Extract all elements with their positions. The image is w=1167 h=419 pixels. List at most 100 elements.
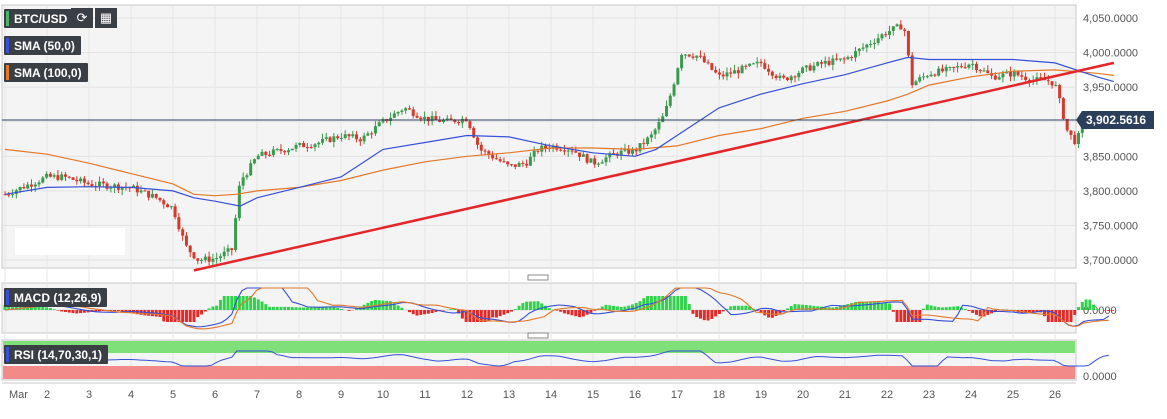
macd-bar [71,310,75,314]
candle-body [105,183,109,189]
macd-bar [268,306,272,310]
macd-label[interactable]: MACD (12,26,9) [4,288,108,307]
x-tick-label: 23 [923,389,935,401]
candle-body [453,119,457,123]
macd-bar [3,304,7,310]
macd-bar [978,310,982,317]
candle-body [120,187,124,190]
x-tick-label: 4 [128,389,134,401]
x-tick-label: 24 [965,389,977,401]
macd-bar [952,306,956,310]
candle-body [706,62,710,64]
candle-body [67,176,71,178]
macd-bar [812,305,816,310]
candle-body [1012,71,1016,77]
macd-bar [230,296,234,310]
candle-body [75,179,79,182]
candle-body [222,251,226,257]
macd-bar [888,303,892,310]
macd-bar [948,306,952,310]
candle-body [785,77,789,81]
macd-bar [1069,310,1073,322]
refresh-icon[interactable]: ⟳ [71,8,93,28]
macd-bar [294,307,298,310]
macd-bar [218,299,222,310]
macd-bar [309,307,313,310]
macd-bar [116,310,120,312]
candle-body [3,194,7,196]
candle-body [974,63,978,70]
candle-body [774,75,778,79]
candle-body [256,155,260,160]
candle-body [638,143,642,152]
macd-bar [967,310,971,312]
sma100-label[interactable]: SMA (100,0) [4,63,88,82]
candle-body [321,138,325,143]
candle-body [680,54,684,69]
candle-body [891,26,895,32]
macd-bar [56,310,60,311]
candle-body [290,148,294,151]
candle-body [612,153,616,155]
sma100-text: SMA (100,0) [14,65,82,80]
candle-body [506,161,510,165]
candle-body [166,204,170,208]
candle-body [147,190,151,198]
candle-body [26,184,30,189]
x-tick-label: 18 [713,389,725,401]
candle-body [468,121,472,128]
macd-bar [336,308,340,310]
x-tick-label: 6 [212,389,218,401]
symbol-label[interactable]: BTC/USD [4,9,74,28]
candle-body [1001,73,1005,78]
candle-body [740,65,744,74]
candle-body [751,63,755,65]
candle-body [143,190,147,192]
macd-bar [1077,307,1081,310]
candle-body [729,72,733,74]
candle-body [426,116,430,122]
macd-line [4,287,1110,328]
candle-body [770,71,774,76]
candle-body [925,76,929,78]
x-tick-label: 7 [254,389,260,401]
candle-body [551,145,555,149]
macd-bar [676,296,680,310]
candle-body [702,56,706,63]
macd-bar [797,304,801,310]
macd-bar [298,307,302,310]
candle-body [812,65,816,71]
candle-body [328,137,332,142]
y-tick-label: 3,750.0000 [1083,220,1138,232]
x-tick-label: 14 [545,389,557,401]
candle-body [695,55,699,58]
macd-bar [279,306,283,310]
macd-bar [691,310,695,314]
pane-splitter-macd [527,274,549,281]
candle-body [298,143,302,145]
macd-bar [184,310,188,322]
candle-body [630,149,634,154]
candle-body [56,175,60,180]
candle-body [109,187,113,189]
macd-bar [544,305,548,310]
macd-bar [215,305,219,310]
macd-bar [929,305,933,310]
macd-bar [846,304,850,310]
macd-bar [619,307,623,310]
macd-bar [1084,299,1088,310]
macd-bar [400,307,404,310]
candle-body [929,74,933,77]
macd-bar [245,296,249,310]
candle-body [90,184,94,187]
candle-body [608,153,612,158]
sma50-label[interactable]: SMA (50,0) [4,36,81,55]
macd-bar [33,304,37,310]
candle-body [407,108,411,110]
macd-bar [593,310,597,311]
macd-bar [956,306,960,310]
candle-body [963,67,967,69]
calendar-icon[interactable]: ▦ [95,8,117,28]
rsi-label[interactable]: RSI (14,70,30,1) [4,345,109,364]
